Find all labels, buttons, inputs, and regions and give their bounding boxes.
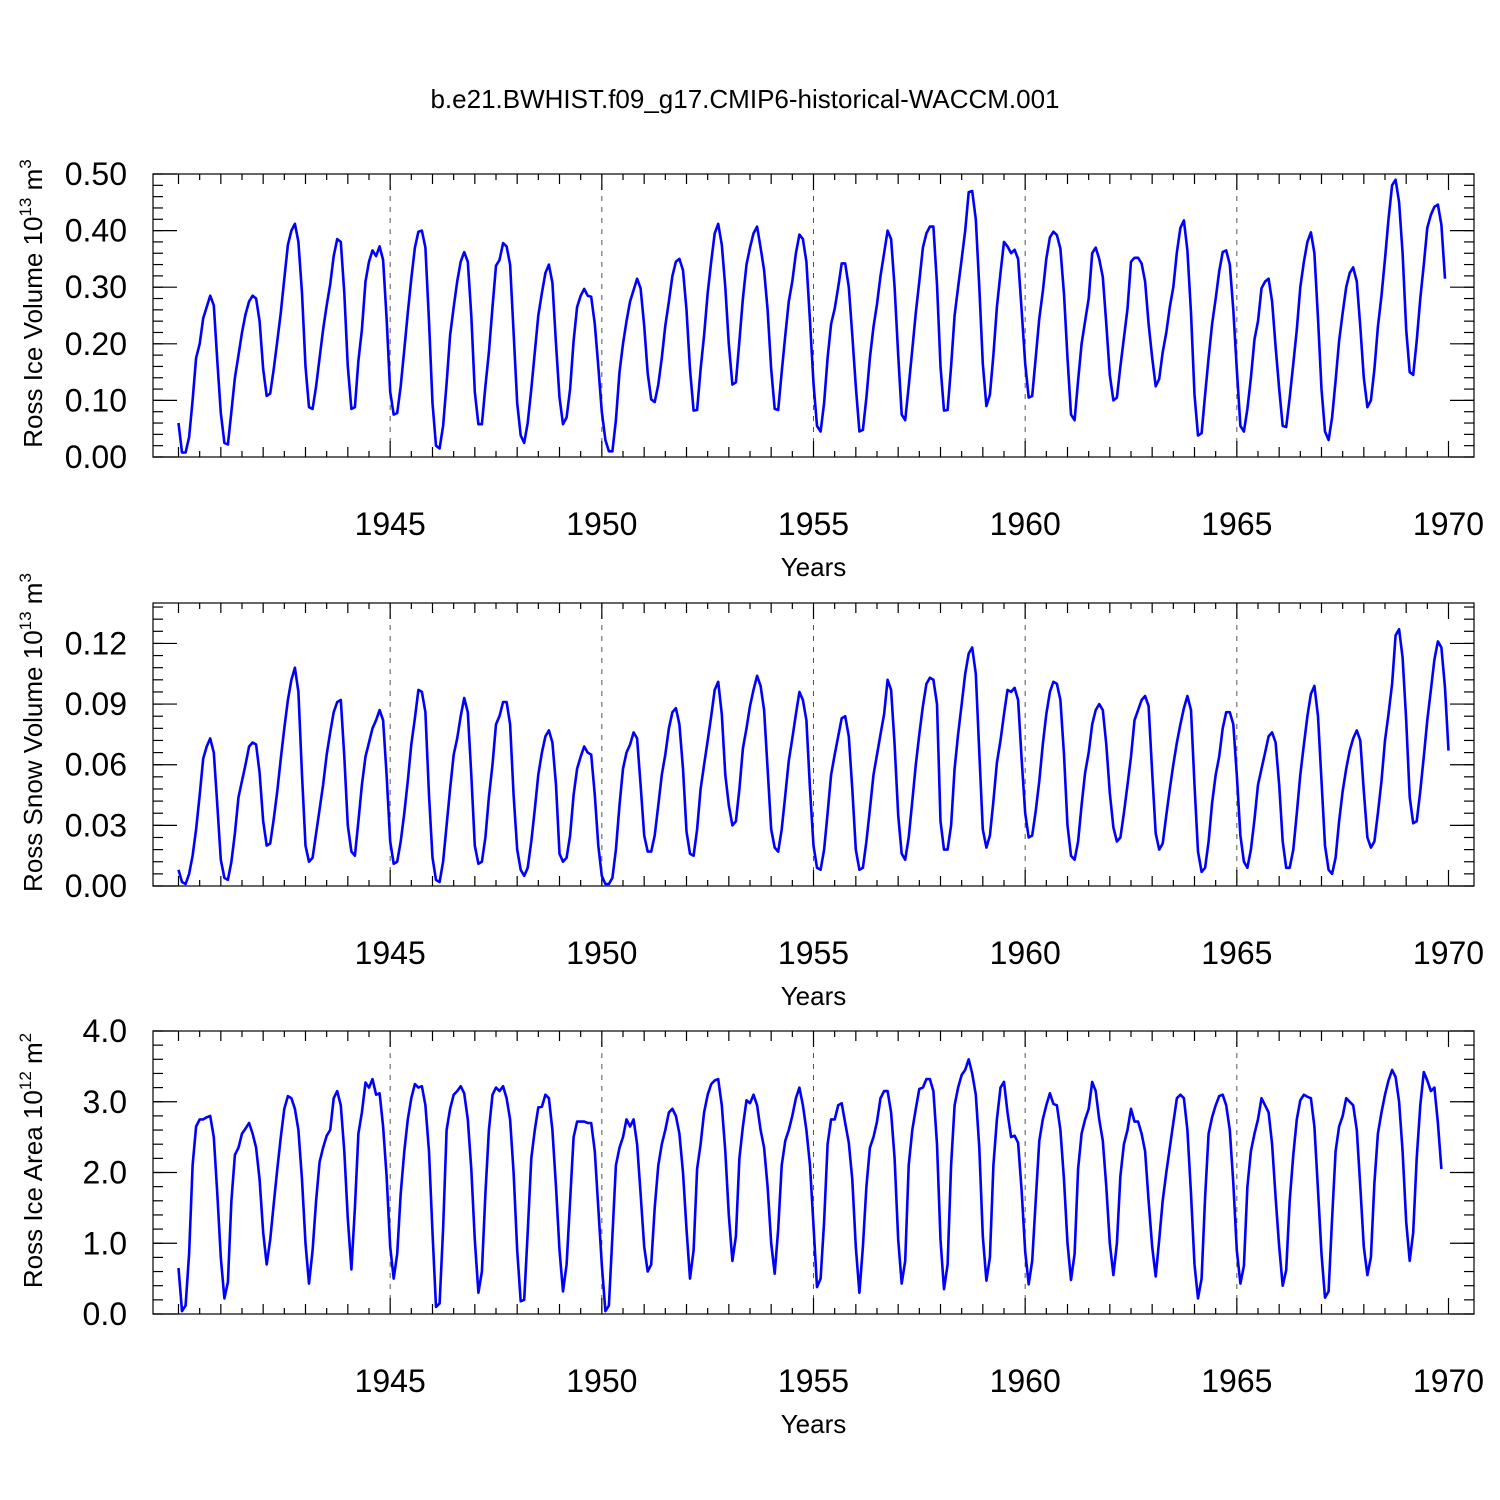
x-tick-label: 1955 (778, 506, 849, 542)
panel-1: 0.00 0.10 0.20 0.30 0.40 0.50 1945 1950 1955 1960… (16, 156, 1484, 582)
x-tick-label: 1950 (566, 506, 637, 542)
x-axis-title: Years (781, 1409, 847, 1439)
x-tick-label: 1945 (355, 506, 426, 542)
panel-3: 0.0 1.0 2.0 3.0 4.0 1945 1950 1955 1960 1965 1970 Y… (16, 1013, 1484, 1439)
x-tick-label: 1955 (778, 1363, 849, 1399)
x-tick-label: 1970 (1413, 1363, 1484, 1399)
y-tick-label: 0.06 (65, 747, 127, 783)
series-line (177, 627, 1450, 886)
y-tick-label: 0.00 (65, 439, 127, 475)
y-tick-label: 0.30 (65, 269, 127, 305)
x-tick-label: 1945 (355, 935, 426, 971)
y-tick-label: 0.10 (65, 382, 127, 418)
y-tick-label: 0.12 (65, 625, 127, 661)
x-tick-label: 1960 (990, 1363, 1061, 1399)
y-tick-label: 3.0 (83, 1084, 127, 1120)
y-tick-label: 0.40 (65, 213, 127, 249)
plot-frame (152, 173, 1475, 458)
x-tick-label: 1960 (990, 506, 1061, 542)
plot-frame (152, 1030, 1475, 1315)
y-tick-label: 0.09 (65, 686, 127, 722)
x-tick-label: 1970 (1413, 506, 1484, 542)
y-axis-title: Ross Snow Volume 1013 m3 (16, 573, 48, 892)
y-tick-label: 0.00 (65, 868, 127, 904)
y-tick-label: 0.03 (65, 807, 127, 843)
x-tick-label: 1960 (990, 935, 1061, 971)
x-tick-label: 1945 (355, 1363, 426, 1399)
x-tick-label: 1965 (1201, 1363, 1272, 1399)
x-tick-label: 1950 (566, 935, 637, 971)
figure-title: b.e21.BWHIST.f09_g17.CMIP6-historical-WA… (430, 84, 1059, 114)
series-line (177, 1058, 1443, 1313)
y-axis-title: Ross Ice Volume 1013 m3 (16, 159, 48, 448)
x-axis-title: Years (781, 981, 847, 1011)
x-tick-label: 1950 (566, 1363, 637, 1399)
series-line (177, 178, 1447, 454)
x-tick-label: 1965 (1201, 935, 1272, 971)
y-tick-label: 0.50 (65, 156, 127, 192)
y-tick-label: 1.0 (83, 1225, 127, 1261)
y-tick-label: 0.20 (65, 326, 127, 362)
panel-2: 0.00 0.03 0.06 0.09 0.12 1945 1950 1955 1960 1965… (16, 573, 1484, 1011)
y-tick-label: 4.0 (83, 1013, 127, 1049)
y-axis-title: Ross Ice Area 1012 m2 (16, 1033, 48, 1288)
x-tick-label: 1970 (1413, 935, 1484, 971)
y-tick-label: 2.0 (83, 1155, 127, 1191)
x-tick-label: 1955 (778, 935, 849, 971)
x-axis-title: Years (781, 552, 847, 582)
x-tick-label: 1965 (1201, 506, 1272, 542)
y-tick-label: 0.0 (83, 1296, 127, 1332)
